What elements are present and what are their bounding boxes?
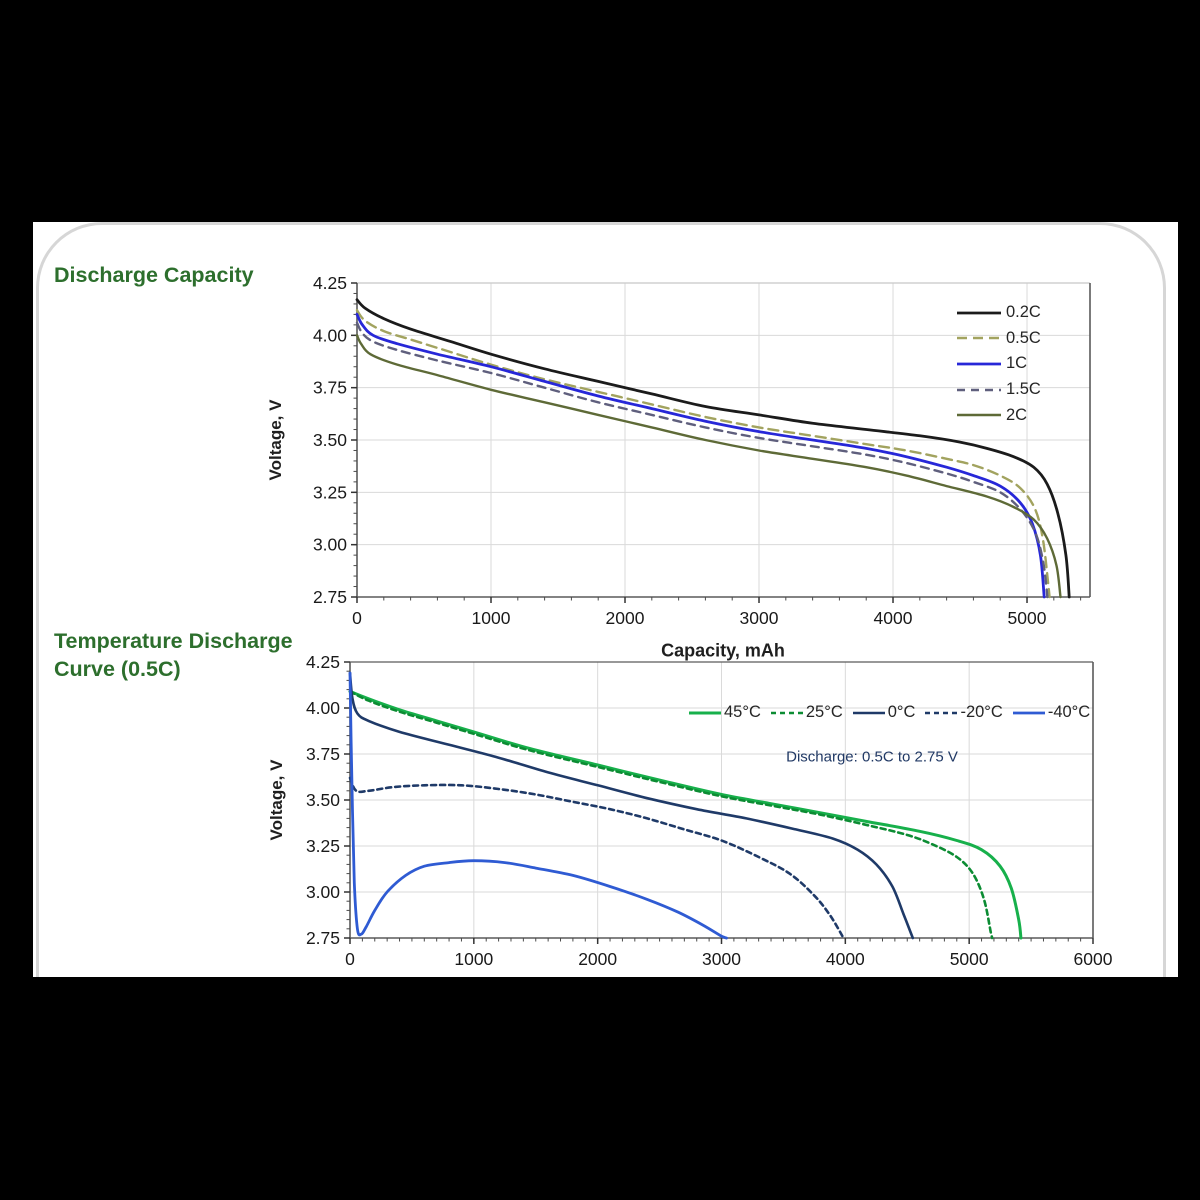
legend-item-0°C: 0°C (852, 703, 916, 722)
legend-label: 45°C (724, 703, 761, 721)
legend-label: -20°C (960, 703, 1003, 721)
legend-line-sample (770, 711, 803, 714)
bottom-letterbox-bar (0, 977, 1200, 1200)
legend-item-1C: 1C (956, 351, 1041, 377)
legend-item-45°C: 45°C (688, 703, 761, 722)
legend-line-sample (957, 413, 1001, 417)
left-letterbox-bar (0, 0, 33, 1200)
legend-item--40°C: -40°C (1012, 703, 1090, 722)
legend-item-1.5C: 1.5C (956, 377, 1041, 403)
legend-item-0.2C: 0.2C (956, 300, 1041, 326)
legend-item--20°C: -20°C (924, 703, 1003, 722)
section-title-discharge-capacity: Discharge Capacity (54, 263, 254, 287)
legend-label: 25°C (805, 703, 843, 721)
legend-line-sample (1012, 711, 1045, 714)
legend-item-25°C: 25°C (770, 703, 843, 722)
chart2-annotation: Discharge: 0.5C to 2.75 V (786, 748, 958, 766)
chart1-y-axis-title: Voltage, V (266, 399, 285, 481)
section-title-temperature-discharge: Temperature Discharge Curve (0.5C) (54, 629, 293, 681)
chart1-legend: 0.2C 0.5C 1C 1.5C 2C (956, 300, 1041, 428)
legend-label: 0.2C (1006, 303, 1041, 322)
legend-label: 0.5C (1006, 328, 1041, 347)
legend-item-2C: 2C (956, 402, 1041, 428)
legend-line-sample (925, 711, 958, 714)
chart2-y-axis-title: Voltage, V (267, 759, 286, 841)
right-letterbox-bar (1178, 0, 1200, 1200)
legend-line-sample (852, 711, 885, 714)
legend-line-sample (957, 362, 1001, 366)
legend-line-sample (689, 711, 721, 714)
legend-item-0.5C: 0.5C (956, 326, 1041, 352)
legend-label: 2C (1006, 405, 1028, 424)
legend-label: -40°C (1047, 703, 1091, 721)
legend-label: 1C (1006, 354, 1028, 373)
chart1-x-axis-title: Capacity, mAh (661, 640, 785, 661)
legend-line-sample (957, 388, 1001, 391)
top-letterbox-bar (0, 0, 1200, 222)
legend-line-sample (957, 311, 1001, 315)
chart2-legend: 45°C 25°C 0°C -20°C -40°C (688, 703, 1099, 722)
legend-label: 1.5C (1006, 380, 1041, 399)
legend-label: 0°C (887, 703, 916, 721)
legend-line-sample (957, 337, 1001, 340)
